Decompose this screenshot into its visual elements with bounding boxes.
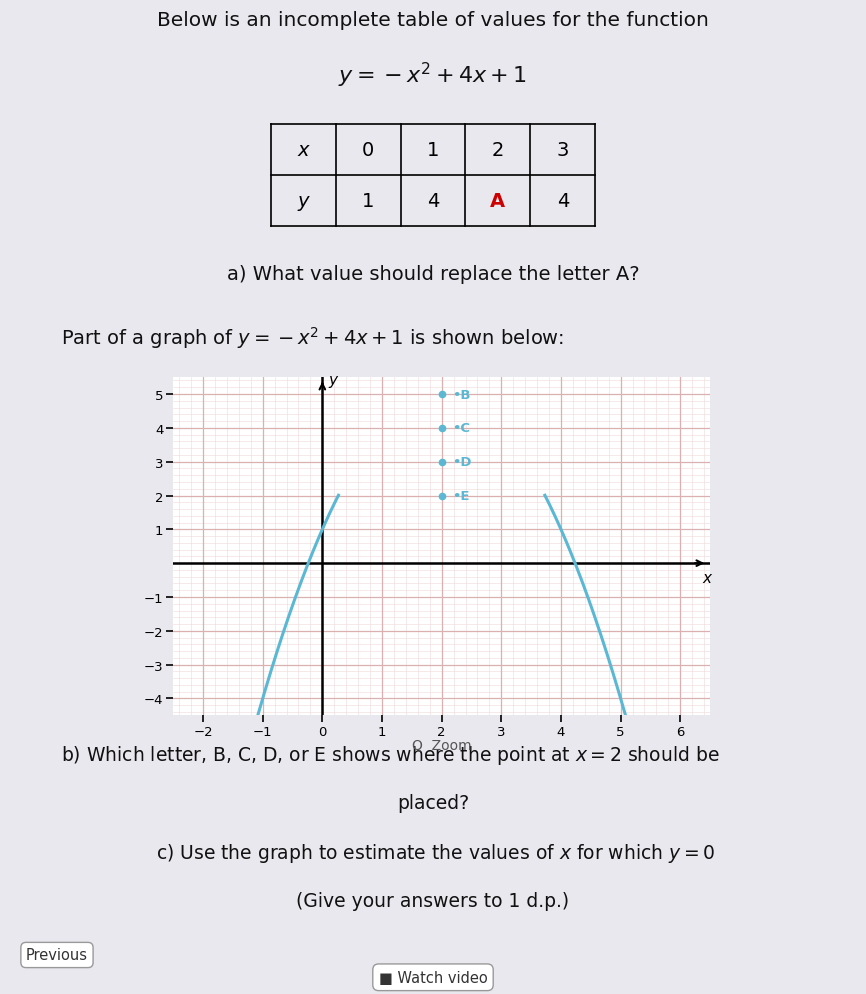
Text: 1: 1 bbox=[427, 141, 439, 160]
Text: Part of a graph of $y = -x^2 + 4x + 1$ is shown below:: Part of a graph of $y = -x^2 + 4x + 1$ i… bbox=[61, 325, 564, 351]
Text: Previous: Previous bbox=[26, 947, 88, 962]
Text: •B: •B bbox=[452, 388, 471, 402]
Text: •E: •E bbox=[452, 489, 470, 503]
Text: 2: 2 bbox=[492, 141, 504, 160]
Text: $y = -x^2 + 4x + 1$: $y = -x^2 + 4x + 1$ bbox=[339, 61, 527, 89]
Text: y: y bbox=[328, 373, 338, 388]
Text: A: A bbox=[490, 192, 506, 211]
Text: 1: 1 bbox=[362, 192, 374, 211]
Text: x: x bbox=[297, 141, 309, 160]
Text: x: x bbox=[702, 571, 712, 585]
Text: Below is an incomplete table of values for the function: Below is an incomplete table of values f… bbox=[157, 11, 709, 30]
Text: (Give your answers to 1 d.p.): (Give your answers to 1 d.p.) bbox=[296, 891, 570, 910]
Text: placed?: placed? bbox=[397, 793, 469, 812]
Text: a) What value should replace the letter A?: a) What value should replace the letter … bbox=[227, 264, 639, 283]
Text: •D: •D bbox=[452, 455, 472, 469]
Text: 0: 0 bbox=[362, 141, 374, 160]
Text: 4: 4 bbox=[557, 192, 569, 211]
Text: ■ Watch video: ■ Watch video bbox=[378, 970, 488, 985]
Text: c) Use the graph to estimate the values of $x$ for which $y = 0$: c) Use the graph to estimate the values … bbox=[156, 841, 715, 864]
Text: 3: 3 bbox=[557, 141, 569, 160]
Text: •C: •C bbox=[452, 421, 470, 435]
Text: b) Which letter, B, C, D, or E shows where the point at $x = 2$ should be: b) Which letter, B, C, D, or E shows whe… bbox=[61, 744, 720, 766]
Text: y: y bbox=[297, 192, 309, 211]
Text: 4: 4 bbox=[427, 192, 439, 211]
Text: Q  Zoom: Q Zoom bbox=[412, 738, 471, 751]
